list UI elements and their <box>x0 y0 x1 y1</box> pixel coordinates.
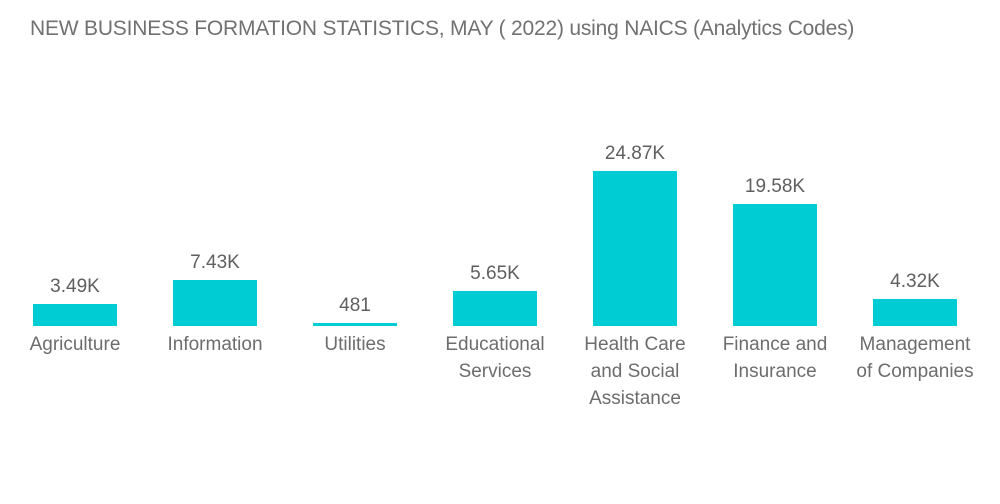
category-label-cell: Agriculture <box>5 331 145 412</box>
bar <box>453 291 537 326</box>
bar-group: 3.49K <box>5 276 145 326</box>
bar-value-label: 4.32K <box>890 271 940 292</box>
category-label: Health Care and Social Assistance <box>584 334 686 409</box>
bar <box>733 204 817 326</box>
bar <box>33 304 117 326</box>
bar-value-label: 481 <box>339 295 371 316</box>
chart-title: NEW BUSINESS FORMATION STATISTICS, MAY (… <box>30 17 855 40</box>
category-label-cell: Educational Services <box>425 331 565 412</box>
bar <box>873 299 957 326</box>
bar-value-label: 5.65K <box>470 263 520 284</box>
category-label: Finance and Insurance <box>722 334 828 382</box>
category-label: Educational Services <box>445 334 545 382</box>
category-label: Agriculture <box>29 334 121 355</box>
bar-group: 24.87K <box>565 143 705 326</box>
bar-group: 481 <box>285 295 425 326</box>
category-axis: Agriculture Information Utilities Education… <box>5 331 985 412</box>
bar <box>313 323 397 326</box>
bar-group: 4.32K <box>845 271 985 326</box>
bar <box>593 171 677 326</box>
category-label: Utilities <box>324 334 386 355</box>
bar-value-label: 19.58K <box>744 176 806 197</box>
category-label-cell: Information <box>145 331 285 412</box>
bar-value-label: 24.87K <box>604 143 666 164</box>
category-label-cell: Management of Companies <box>845 331 985 412</box>
bar-group: 5.65K <box>425 263 565 326</box>
category-label: Management of Companies <box>856 334 974 382</box>
bar-group: 19.58K <box>705 176 845 326</box>
bar-value-label: 3.49K <box>50 276 100 297</box>
bar-group: 7.43K <box>145 252 285 326</box>
category-label-cell: Finance and Insurance <box>705 331 845 412</box>
category-label-cell: Utilities <box>285 331 425 412</box>
plot-area: 3.49K 7.43K 481 5.65K 24.87K 19.58K 4.32K <box>5 0 985 326</box>
category-label: Information <box>167 334 263 355</box>
bar <box>173 280 257 326</box>
category-label-cell: Health Care and Social Assistance <box>565 331 705 412</box>
bar-value-label: 7.43K <box>190 252 240 273</box>
